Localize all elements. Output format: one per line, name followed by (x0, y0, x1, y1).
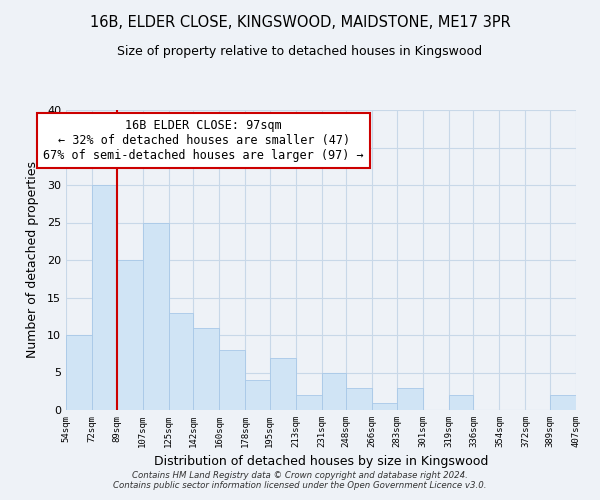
Bar (372, 402, 397, 410)
Bar (143, 222, 169, 410)
Text: Contains HM Land Registry data © Crown copyright and database right 2024.
Contai: Contains HM Land Registry data © Crown c… (113, 470, 487, 490)
Bar (193, 328, 219, 410)
Bar (270, 358, 296, 410)
Bar (346, 388, 372, 410)
Bar (397, 388, 423, 410)
X-axis label: Distribution of detached houses by size in Kingswood: Distribution of detached houses by size … (154, 456, 488, 468)
Bar (322, 372, 346, 410)
Text: 16B ELDER CLOSE: 97sqm
← 32% of detached houses are smaller (47)
67% of semi-det: 16B ELDER CLOSE: 97sqm ← 32% of detached… (43, 119, 364, 162)
Bar (66, 335, 92, 410)
Bar (219, 350, 245, 410)
Bar (92, 185, 116, 410)
Bar (550, 395, 576, 410)
Text: 16B, ELDER CLOSE, KINGSWOOD, MAIDSTONE, ME17 3PR: 16B, ELDER CLOSE, KINGSWOOD, MAIDSTONE, … (89, 15, 511, 30)
Y-axis label: Number of detached properties: Number of detached properties (26, 162, 38, 358)
Bar (245, 380, 270, 410)
Bar (169, 312, 193, 410)
Bar (449, 395, 473, 410)
Bar (296, 395, 322, 410)
Bar (116, 260, 143, 410)
Text: Size of property relative to detached houses in Kingswood: Size of property relative to detached ho… (118, 45, 482, 58)
